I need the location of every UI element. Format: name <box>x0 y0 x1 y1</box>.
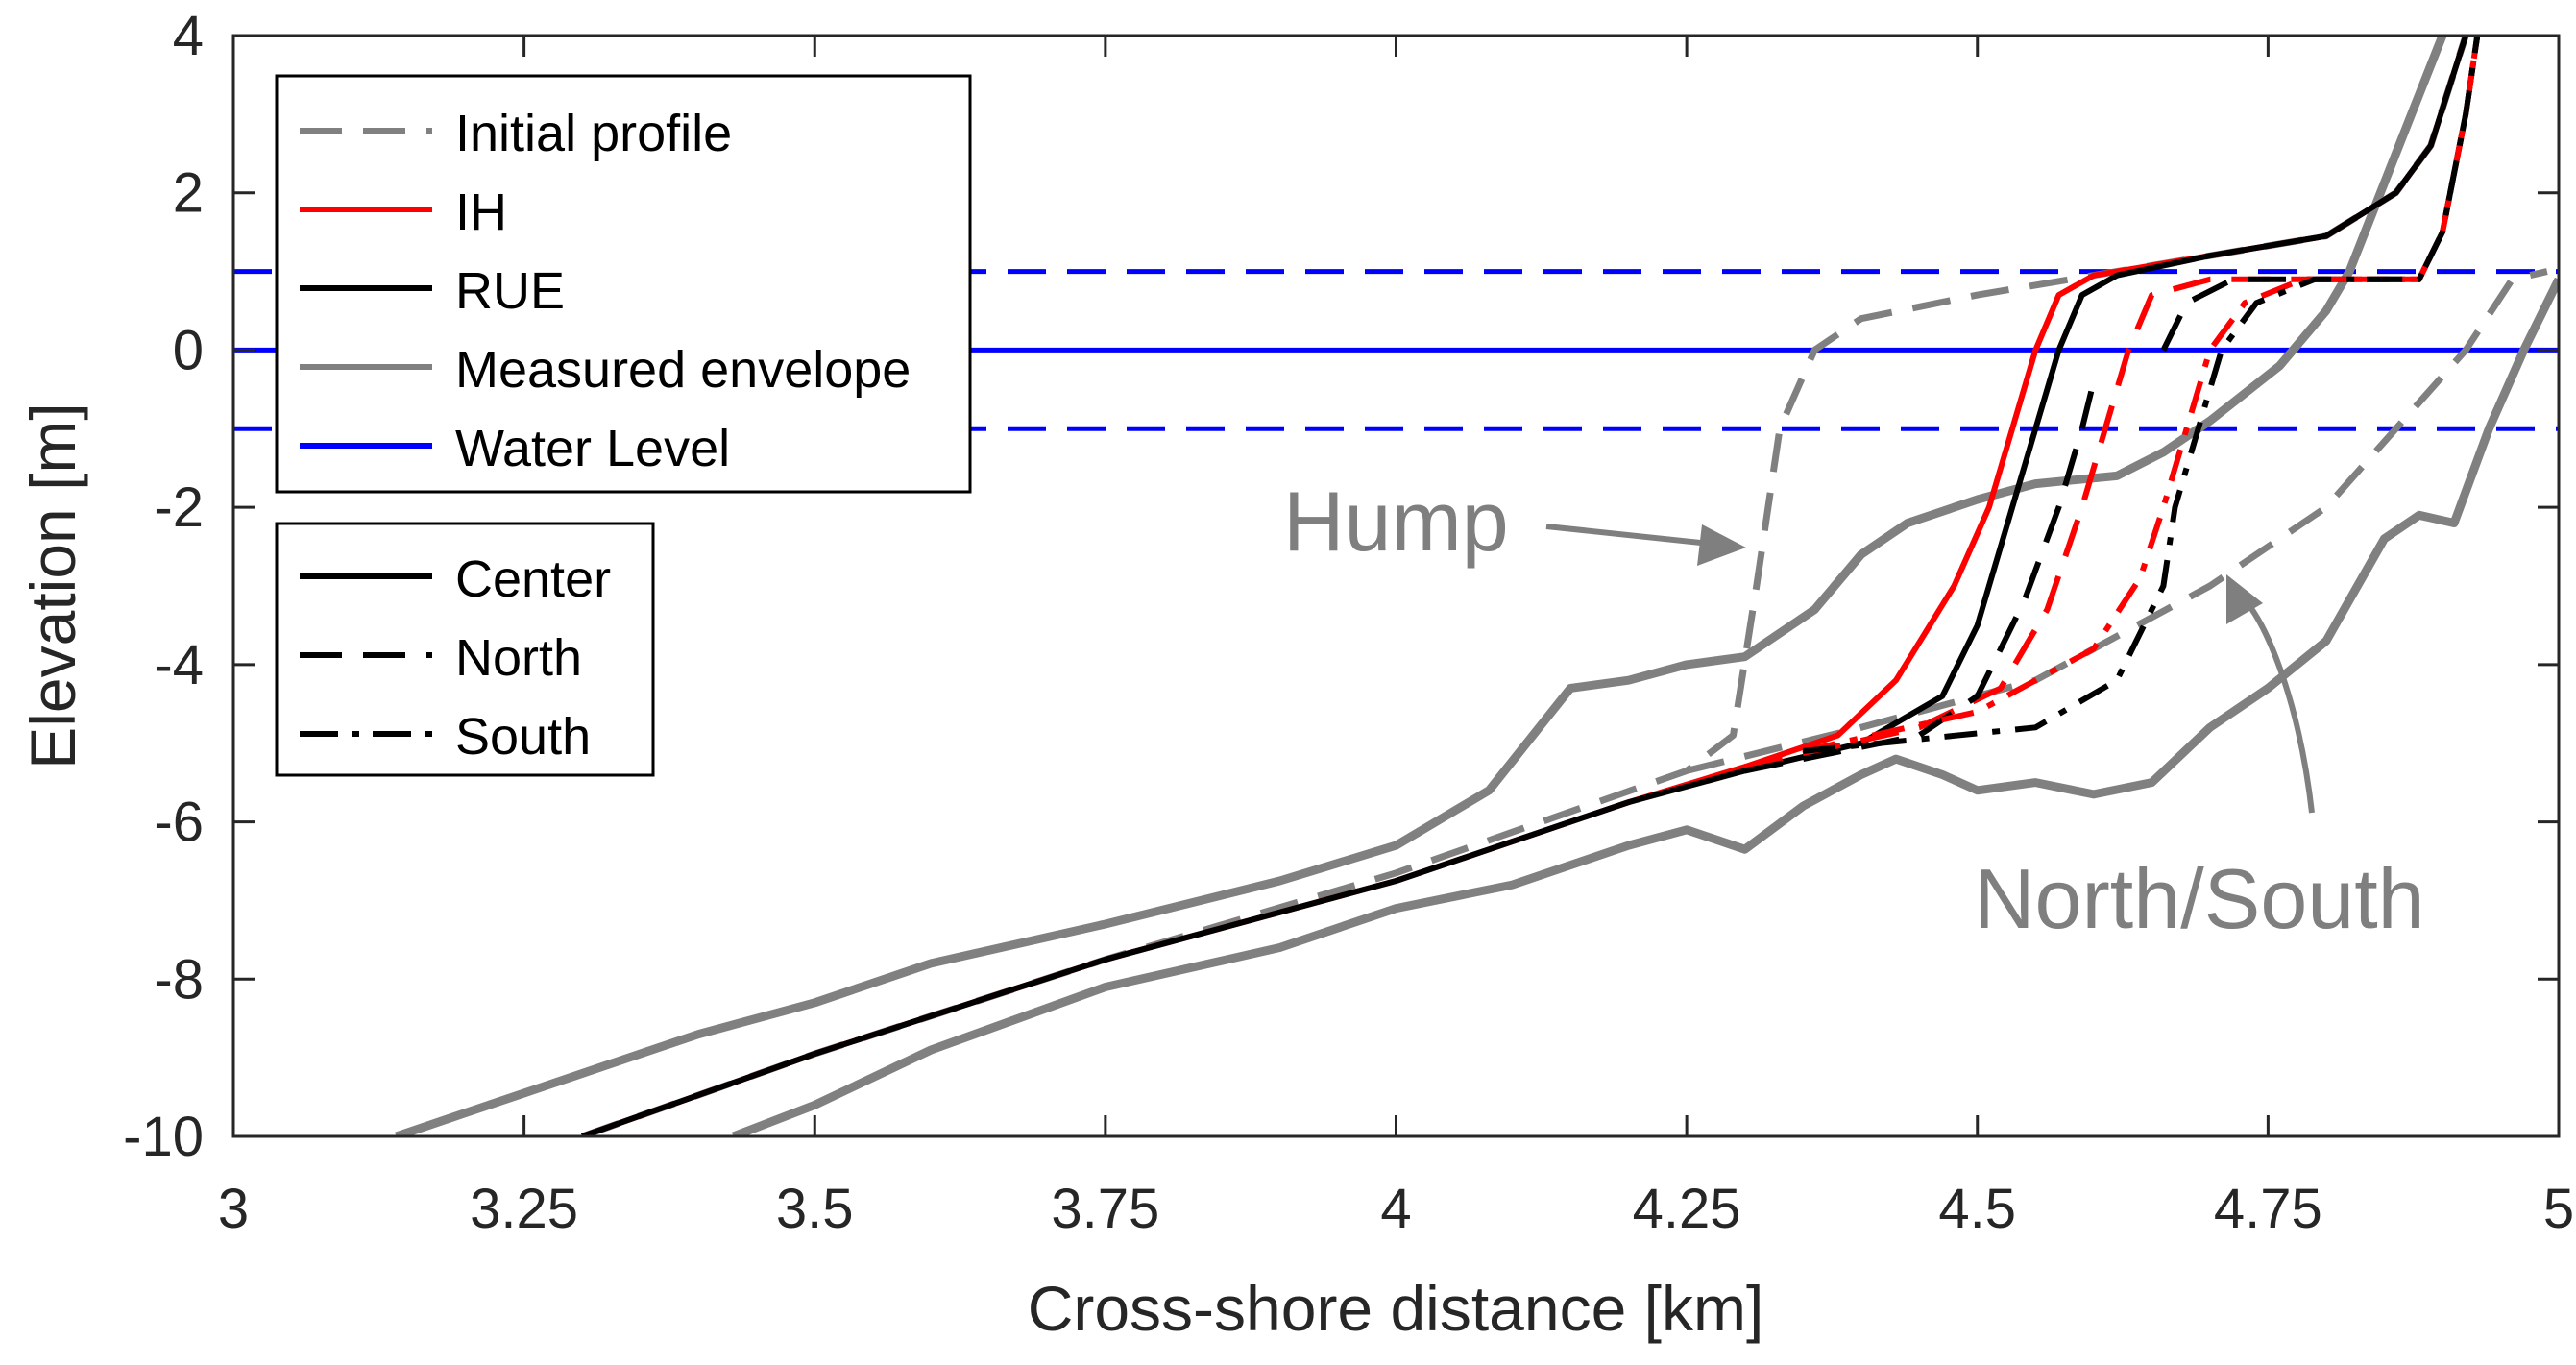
x-tick-label: 4.75 <box>2214 1178 2322 1240</box>
series-line-measured-envelope-upper <box>395 36 2447 1136</box>
x-tick-label: 3.75 <box>1051 1178 1159 1240</box>
y-tick-label: -6 <box>154 792 204 854</box>
legend-main-entry-label: Initial profile <box>455 105 732 162</box>
legend-main-entry-label: RUE <box>455 262 565 320</box>
y-tick-label: -8 <box>154 948 204 1011</box>
y-tick-label: 2 <box>173 162 204 225</box>
series-line-measured-envelope-lower <box>731 277 2559 1136</box>
legend-transect-entry-label: North <box>455 629 582 687</box>
y-tick-label: 0 <box>173 319 204 381</box>
x-tick-label: 3 <box>218 1178 249 1240</box>
north-south-arrowhead <box>2226 574 2263 624</box>
x-axis-label: Cross-shore distance [km] <box>1028 1273 1764 1344</box>
y-tick-label: -2 <box>154 476 204 539</box>
x-tick-label: 4 <box>1380 1178 1411 1240</box>
legend-main-entry-label: IH <box>455 183 507 241</box>
y-axis-ticks: -10 -8 -6 -4 -2 0 2 4 <box>123 5 2559 1168</box>
legend-transect: Center North South <box>275 522 655 777</box>
legend-transect-entry-label: Center <box>455 550 611 608</box>
x-axis-ticks: 3 3.25 3.5 3.75 4 4.25 4.5 4.75 5 <box>218 36 2574 1240</box>
legend-main: Initial profile IH RUE Measured envelope Wat… <box>275 74 972 494</box>
north-south-annotation: North/South <box>1974 851 2425 946</box>
hump-annotation: Hump <box>1283 474 1509 569</box>
north-south-arrow <box>2245 601 2315 814</box>
annotations: Hump North/South <box>1283 474 2425 946</box>
legend-main-entry-label: Measured envelope <box>455 341 911 399</box>
legend-transect-entry-label: South <box>455 708 591 766</box>
y-tick-label: 4 <box>173 5 204 67</box>
series-line-ih-north <box>1743 36 2481 770</box>
x-tick-label: 4.25 <box>1633 1178 1741 1240</box>
y-axis-label: Elevation [m] <box>17 402 88 769</box>
y-tick-label: -10 <box>123 1106 204 1168</box>
legend-main-entry-label: Water Level <box>455 420 730 477</box>
legend-main-box <box>275 74 972 494</box>
x-tick-label: 4.5 <box>1938 1178 2016 1240</box>
hump-arrow <box>1545 524 1711 547</box>
series-line-rue-south <box>1802 36 2481 754</box>
x-tick-label: 5 <box>2543 1178 2574 1240</box>
hump-arrowhead <box>1697 524 1746 566</box>
series-line-rue-center <box>581 36 2469 1136</box>
legend-transect-box <box>275 522 655 777</box>
x-tick-label: 3.25 <box>470 1178 578 1240</box>
y-tick-label: -4 <box>154 634 204 696</box>
x-tick-label: 3.5 <box>776 1178 854 1240</box>
